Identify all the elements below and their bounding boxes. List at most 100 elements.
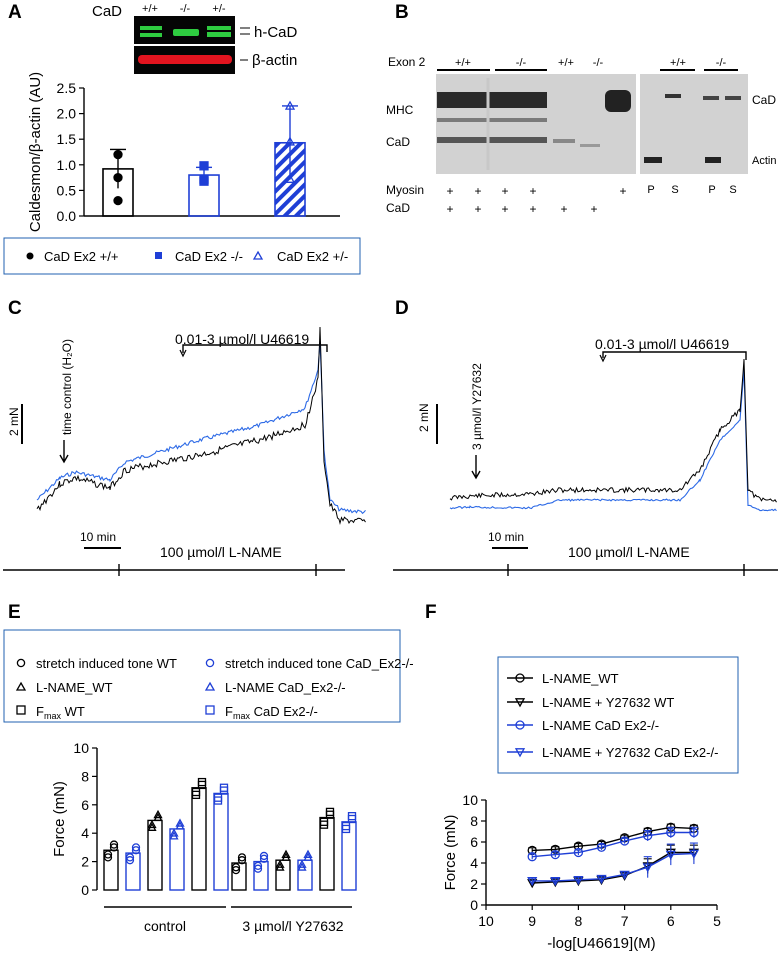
- gel-band-mhc: [437, 92, 547, 108]
- e-data-point: [237, 853, 247, 862]
- legend-e-marker-1: [16, 658, 26, 668]
- legend-f-box: [497, 656, 739, 774]
- blot-actin-band: [138, 55, 232, 64]
- e-data-point: [303, 852, 313, 861]
- legend-e-3: L-NAME_WT: [36, 680, 113, 695]
- legend-e-6: Fmax CaD Ex2-/-: [225, 704, 318, 721]
- e-data-point: [319, 817, 329, 826]
- e-data-point: [253, 861, 263, 871]
- f-data-point: [642, 863, 653, 873]
- e-data-point: [319, 820, 329, 829]
- blot-hcad-band-ko: [173, 29, 199, 36]
- e-y-tick-label: 0: [81, 882, 89, 898]
- f-data-point: [527, 852, 537, 862]
- a-y-tick-label: 0.5: [57, 182, 77, 198]
- panel-label-a: A: [8, 2, 22, 23]
- f-data-point: [596, 874, 607, 885]
- legend-f-marker: [515, 720, 525, 730]
- e-data-point: [341, 821, 351, 831]
- f-series-line: [532, 852, 694, 882]
- c-marker-label: time control (H₂O): [60, 339, 74, 435]
- d-marker-arrow: [471, 455, 481, 480]
- gel-right-cad-s1: [665, 94, 681, 98]
- legend-f-marker: [515, 673, 525, 683]
- f-data-point: [527, 877, 538, 887]
- a-data-point: [284, 136, 296, 146]
- cad-plus: +: [446, 202, 453, 216]
- exon-label: Exon 2: [388, 55, 426, 69]
- legend-e-marker-5: [16, 705, 26, 715]
- e-data-point: [297, 859, 307, 868]
- e-data-point: [231, 863, 241, 872]
- myosin-plus: +: [619, 184, 626, 198]
- panel-b: B Exon 2 +/+ -/- +/+ -/- +/+ -/- MHC CaD…: [386, 2, 776, 216]
- panel-c: C time control (H₂O) 0.01-3 µmol/l U4661…: [3, 298, 366, 576]
- f-data-point: [666, 827, 676, 838]
- f-data-point: [688, 849, 700, 859]
- a-y-tick-label: 2.0: [57, 106, 77, 122]
- legend-f-marker: [514, 748, 526, 758]
- e-data-point: [341, 824, 351, 834]
- gel-band-cad-ko-only: [580, 144, 600, 147]
- e-data-point: [237, 856, 247, 865]
- legend-f-entry: L-NAME + Y27632 CaD Ex2-/-: [542, 745, 718, 760]
- legend-a-box: [3, 237, 361, 275]
- e-data-point: [125, 856, 135, 865]
- plus-signs: + + + + + + + + + + +: [446, 184, 626, 216]
- a-data-point: [113, 195, 123, 206]
- legend-e-marker-2: [205, 658, 215, 668]
- panel-a: A CaD +/+ -/- +/- h-CaD β-actin 0.0 0.5 1.…: [3, 2, 361, 275]
- ps-label-1: P: [647, 184, 654, 196]
- blot-hcad-band-wt-lower: [140, 33, 162, 37]
- f-data-point: [573, 847, 584, 858]
- e-data-point: [153, 812, 163, 822]
- c-drug-label: 0.01-3 µmol/l U46619: [175, 331, 309, 347]
- e-data-point: [213, 793, 223, 802]
- a-y-tick-label: 2.5: [57, 80, 77, 96]
- gel-group-3: +/+: [558, 57, 574, 69]
- panel-label-c: C: [8, 298, 22, 319]
- f-x-tick-label: 10: [478, 913, 494, 929]
- f-y-tick-label: 4: [470, 855, 478, 871]
- blot-hcad-band-het-lower: [207, 32, 231, 37]
- legend-f-entry: L-NAME_WT: [542, 671, 619, 686]
- cad-plus: +: [590, 202, 597, 216]
- gel-right-cad-s2: [725, 96, 741, 100]
- e-y-tick-label: 6: [81, 797, 89, 813]
- gel-label-cad: CaD: [386, 135, 410, 149]
- myosin-plus: +: [501, 184, 508, 198]
- blot-hcad-band-het-upper: [207, 26, 231, 30]
- legend-e-1: stretch induced tone WT: [36, 656, 177, 671]
- row-label-cad: CaD: [386, 201, 410, 215]
- d-marker-label: 3 µmol/l Y27632: [470, 363, 484, 450]
- e-data-point: [259, 854, 269, 863]
- gel-group-2: -/-: [516, 57, 527, 69]
- blot-hcad-band-wt-upper: [140, 26, 162, 30]
- f-x-tick-label: 8: [575, 913, 583, 929]
- legend-e-marker-4: [204, 681, 216, 691]
- ps-label-2: S: [671, 184, 678, 196]
- myosin-plus: +: [446, 184, 453, 198]
- gel-band-cad: [437, 137, 547, 143]
- e-data-point: [347, 812, 357, 821]
- e-data-point: [175, 821, 185, 830]
- e-group-label-y27632: 3 µmol/l Y27632: [242, 918, 343, 934]
- a-y-tick-label: 0.0: [57, 208, 77, 224]
- legend-e-box: [3, 629, 401, 723]
- c-lname-label: 100 µmol/l L-NAME: [160, 544, 282, 560]
- legend-f-entry: L-NAME + Y27632 WT: [542, 695, 674, 710]
- f-data-point: [665, 850, 676, 860]
- legend-a-wt: CaD Ex2 +/+: [44, 249, 118, 264]
- e-data-point: [325, 810, 335, 819]
- f-y-tick-label: 10: [462, 792, 478, 808]
- d-lname-label: 100 µmol/l L-NAME: [568, 544, 690, 560]
- gel-band-mid: [437, 118, 547, 122]
- e-y-label: Force (mN): [51, 781, 68, 857]
- e-data-point: [197, 780, 207, 790]
- chart-f: 0 2 4 6 8 10 10 9 8 7 6 5 Force (mN) -log[U46619](M): [442, 792, 721, 952]
- e-data-point: [325, 807, 335, 817]
- panel-d: D 3 µmol/l Y27632 0.01-3 µmol/l U46619 2…: [393, 298, 778, 576]
- f-y-tick-label: 6: [470, 834, 478, 850]
- gel-group-6: -/-: [716, 57, 727, 69]
- f-series-line: [532, 851, 694, 884]
